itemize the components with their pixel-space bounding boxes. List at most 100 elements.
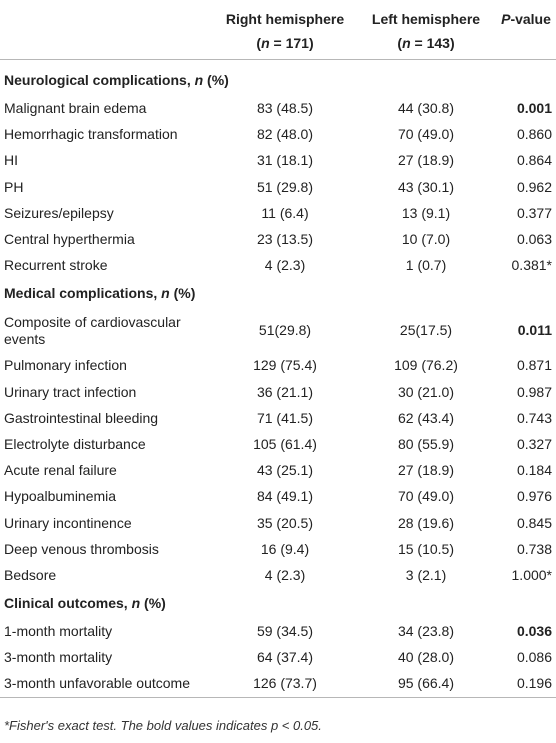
right-hemisphere-value: 43 (25.1) [256,462,314,479]
row-label: Central hyperthermia [4,231,135,248]
p-value: 0.860 [516,126,552,143]
left-hemisphere-value: 44 (30.8) [397,100,455,117]
p-value: 0.327 [516,435,552,452]
table-footnote: *Fisher's exact test. The bold values in… [4,718,322,733]
p-value: 0.962 [516,178,552,195]
left-hemisphere-value: 1 (0.7) [405,257,447,274]
table-row: Urinary incontinence 35 (20.5) 28 (19.6) 0.… [0,510,556,536]
p-value: 1.000* [511,566,552,583]
table-row: Malignant brain edema 83 (48.5) 44 (30.8) 0… [0,96,556,122]
row-label: 1-month mortality [4,623,113,640]
right-hemisphere-value: 23 (13.5) [256,231,314,248]
row-label: PH [4,178,24,195]
p-value: 0.377 [516,204,552,221]
table-row: Composite of cardiovascular events 51(29.… [0,309,556,353]
left-hemisphere-value: 13 (9.1) [401,204,451,221]
left-hemisphere-value: 27 (18.9) [397,152,455,169]
table-row: PH 51 (29.8) 43 (30.1) 0.962 [0,174,556,200]
left-hemisphere-value: 43 (30.1) [397,178,455,195]
left-hemisphere-value: 3 (2.1) [405,566,447,583]
row-label: Composite of cardiovascular events [4,313,181,347]
table-row: 3-month mortality 64 (37.4) 40 (28.0) 0.086 [0,645,556,671]
row-label: Urinary tract infection [4,383,137,400]
left-hemisphere-value: 28 (19.6) [397,514,455,531]
row-label: Hypoalbuminemia [4,488,117,505]
left-hemisphere-value: 25(17.5) [399,322,453,339]
header-left-n: (n = 143) [397,35,455,51]
right-hemisphere-value: 84 (49.1) [256,488,314,505]
p-value: 0.001 [516,100,552,117]
p-value: 0.743 [516,409,552,426]
header-empty [0,0,214,59]
p-value: 0.976 [516,488,552,505]
p-value: 0.196 [496,670,556,699]
right-hemisphere-value: 71 (41.5) [256,409,314,426]
header-right-n: (n = 171) [256,35,314,51]
header-right-hemisphere: Right hemisphere (n = 171) [214,0,356,59]
row-label: Urinary incontinence [4,514,132,531]
left-hemisphere-value: 15 (10.5) [397,540,455,557]
left-hemisphere-value: 10 (7.0) [401,231,451,248]
header-left-hemisphere: Left hemisphere (n = 143) [356,0,496,59]
p-value: 0.845 [516,514,552,531]
left-hemisphere-value: 40 (28.0) [397,649,455,666]
left-hemisphere-value: 34 (23.8) [397,623,455,640]
row-label: Deep venous thrombosis [4,540,159,557]
section-header-row: Medical complications, n (%) [0,279,556,309]
table-row: Deep venous thrombosis 16 (9.4) 15 (10.5) 0… [0,536,556,562]
table-row: HI 31 (18.1) 27 (18.9) 0.864 [0,148,556,174]
right-hemisphere-value: 83 (48.5) [256,100,314,117]
section-header-row: Clinical outcomes, n (%) [0,589,556,619]
right-hemisphere-value: 64 (37.4) [256,649,314,666]
right-hemisphere-value: 4 (2.3) [264,566,306,583]
right-hemisphere-value: 11 (6.4) [261,204,309,221]
p-value: 0.864 [516,152,552,169]
p-value: 0.011 [517,322,552,339]
results-table: Right hemisphere (n = 171) Left hemisphe… [0,0,556,699]
table-row: Acute renal failure 43 (25.1) 27 (18.9) 0.1… [0,458,556,484]
right-hemisphere-value: 126 (73.7) [214,670,356,699]
p-value: 0.086 [516,649,552,666]
right-hemisphere-value: 129 (75.4) [253,357,317,374]
table-row: Electrolyte disturbance 105 (61.4) 80 (55.… [0,431,556,457]
section-title: Medical complications, n (%) [4,285,196,302]
p-value: 0.987 [516,383,552,400]
left-hemisphere-value: 109 (76.2) [394,357,458,374]
row-label: HI [4,152,18,169]
right-hemisphere-value: 36 (21.1) [256,383,314,400]
p-value: 0.184 [516,462,552,479]
section-title: Clinical outcomes, n (%) [4,595,166,611]
header-right-label: Right hemisphere [225,11,345,27]
right-hemisphere-value: 31 (18.1) [256,152,314,169]
row-label: Electrolyte disturbance [4,435,146,452]
row-label: Gastrointestinal bleeding [4,409,159,426]
section-title: Neurological complications, n (%) [4,72,229,88]
row-label: 3-month mortality [4,649,113,666]
row-label: Hemorrhagic transformation [4,126,178,143]
left-hemisphere-value: 80 (55.9) [397,435,455,452]
table-row: Gastrointestinal bleeding 71 (41.5) 62 (43… [0,405,556,431]
p-value: 0.036 [516,623,552,640]
table-header: Right hemisphere (n = 171) Left hemisphe… [0,0,556,59]
left-hemisphere-value: 95 (66.4) [356,670,496,699]
p-value: 0.381* [511,257,552,274]
table-row: 3-month unfavorable outcome 126 (73.7) 95 … [0,670,556,699]
table-row: Urinary tract infection 36 (21.1) 30 (21.0… [0,379,556,405]
table-body: Neurological complications, n (%) Maligna… [0,59,556,699]
right-hemisphere-value: 51 (29.8) [256,178,314,195]
row-label: 3-month unfavorable outcome [0,670,214,699]
right-hemisphere-value: 4 (2.3) [264,257,306,274]
left-hemisphere-value: 70 (49.0) [397,126,455,143]
left-hemisphere-value: 27 (18.9) [397,462,455,479]
row-label: Seizures/epilepsy [4,204,114,221]
header-p-value: P-value [501,11,551,27]
p-value: 0.063 [516,231,552,248]
right-hemisphere-value: 105 (61.4) [253,435,317,452]
left-hemisphere-value: 62 (43.4) [397,409,455,426]
left-hemisphere-value: 30 (21.0) [397,383,455,400]
table-row: Central hyperthermia 23 (13.5) 10 (7.0) 0.0… [0,226,556,252]
header-left-label: Left hemisphere [371,11,481,27]
p-value: 0.738 [516,540,552,557]
left-hemisphere-value: 70 (49.0) [397,488,455,505]
